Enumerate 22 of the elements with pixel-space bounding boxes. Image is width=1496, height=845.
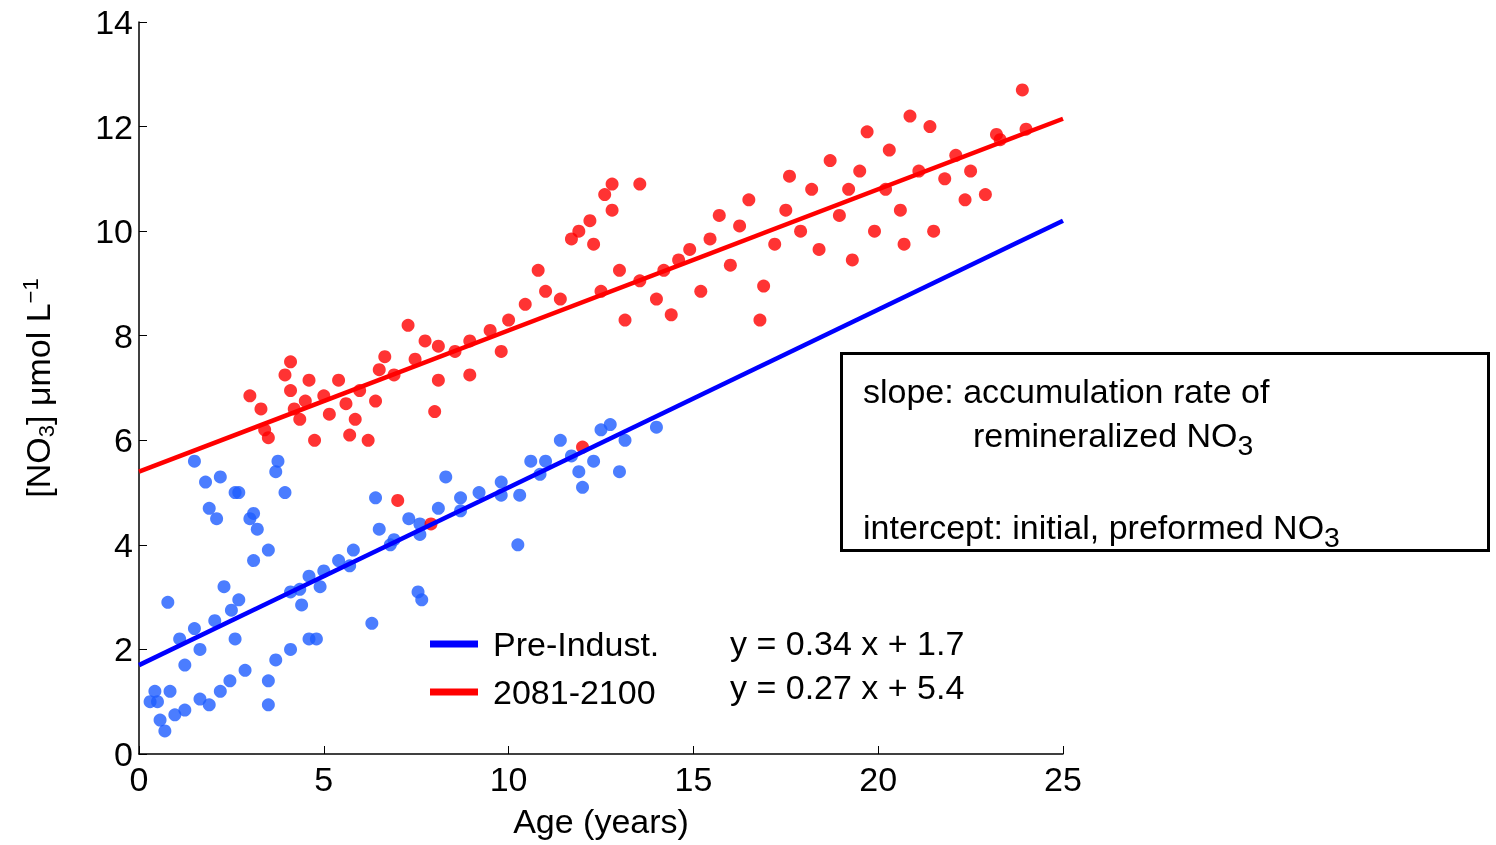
y-tick-label: 0 xyxy=(114,735,133,773)
annotation: intercept: initial, preformed NO$_{3}$ xyxy=(863,506,1341,555)
y-tick-label: 12 xyxy=(95,107,133,146)
x-tick-label: 25 xyxy=(1044,760,1082,798)
annotation: y = 0.27 x + 5.4 xyxy=(730,668,965,706)
y-tick-label: 10 xyxy=(95,212,133,251)
x-axis-title: Age (years) xyxy=(513,802,689,840)
x-tick-label: 10 xyxy=(489,760,528,798)
x-tick-label: 5 xyxy=(314,760,334,798)
legend-label: Pre-Indust. xyxy=(493,625,660,663)
y-tick-label: 14 xyxy=(95,3,133,41)
y-tick-label: 2 xyxy=(114,630,133,669)
y-axis-title: [NO3] μmol L−1 xyxy=(17,278,59,498)
legend-label: 2081-2100 xyxy=(493,673,656,711)
annotation: y = 0.34 x + 1.7 xyxy=(730,624,965,662)
note-box: slope: accumulation rate of remineralized NO$_{3}$ intercept: initial, preformed NO$_{3}$ xyxy=(840,352,1490,552)
y-tick-label: 4 xyxy=(114,525,133,564)
annotation: slope: accumulation rate of remineralized NO$_{3}$ xyxy=(863,371,1271,463)
y-tick-label: 8 xyxy=(114,316,133,355)
x-tick-label: 20 xyxy=(859,760,898,798)
y-tick-label: 6 xyxy=(114,421,133,460)
x-tick-label: 15 xyxy=(674,760,713,798)
